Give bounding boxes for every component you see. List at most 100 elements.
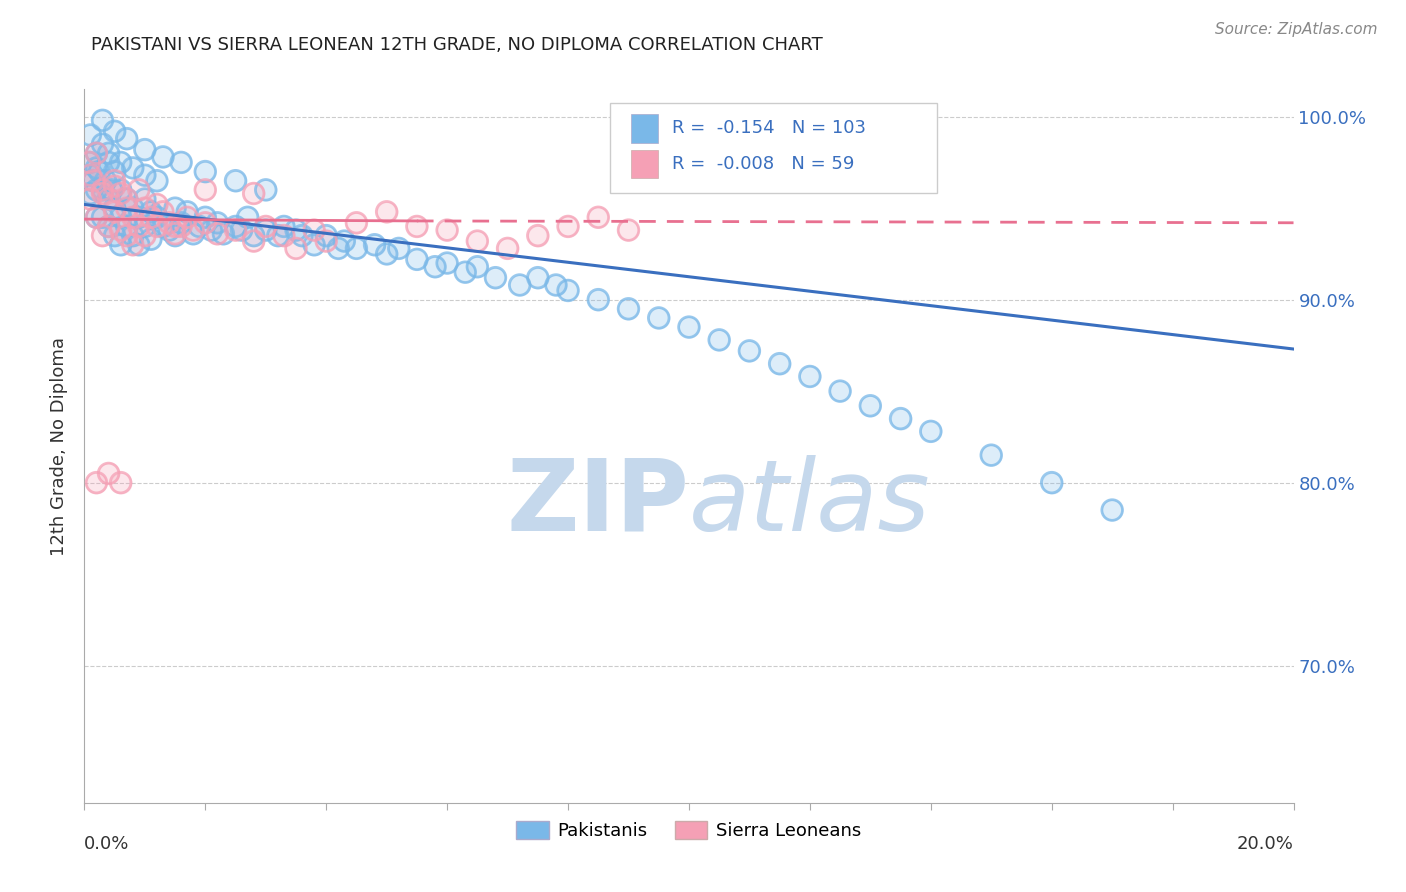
Point: [544, 277, 567, 292]
Point: [77, 155, 100, 169]
Point: [225, 223, 247, 237]
Point: [104, 164, 127, 178]
Point: [509, 277, 531, 292]
Point: [291, 228, 314, 243]
Point: [128, 211, 150, 225]
Text: Source: ZipAtlas.com: Source: ZipAtlas.com: [1215, 22, 1378, 37]
Point: [588, 211, 610, 225]
Point: [423, 260, 446, 274]
Point: [97, 467, 120, 481]
Point: [231, 223, 253, 237]
Point: [315, 234, 337, 248]
Point: [91, 113, 114, 128]
Point: [152, 204, 174, 219]
Point: [254, 223, 277, 237]
Point: [181, 227, 204, 241]
Point: [128, 211, 150, 225]
Point: [859, 399, 882, 413]
Point: [79, 128, 101, 142]
Point: [176, 211, 198, 225]
Point: [86, 161, 108, 175]
Point: [200, 223, 222, 237]
Point: [121, 201, 143, 215]
Point: [165, 201, 187, 215]
Point: [346, 241, 368, 255]
Point: [139, 232, 162, 246]
Text: 20.0%: 20.0%: [1237, 835, 1294, 853]
Point: [194, 211, 217, 225]
Point: [139, 211, 162, 225]
Point: [242, 228, 264, 243]
Point: [139, 204, 162, 219]
Point: [104, 201, 127, 215]
Point: [194, 164, 217, 178]
Point: [110, 211, 132, 225]
Point: [254, 219, 277, 234]
Point: [328, 241, 350, 255]
Point: [128, 183, 150, 197]
Point: [176, 211, 198, 225]
Point: [110, 183, 132, 197]
Point: [557, 219, 579, 234]
Point: [588, 293, 610, 307]
Point: [77, 155, 100, 169]
Point: [830, 384, 852, 398]
Point: [152, 150, 174, 164]
Point: [115, 201, 138, 215]
Point: [170, 219, 193, 234]
Point: [77, 155, 100, 169]
FancyBboxPatch shape: [610, 103, 936, 193]
Point: [165, 219, 187, 234]
Point: [527, 270, 550, 285]
Point: [86, 183, 108, 197]
Point: [302, 237, 325, 252]
Point: [980, 448, 1002, 462]
Point: [436, 223, 458, 237]
Point: [115, 192, 138, 206]
Point: [273, 228, 295, 243]
Point: [225, 219, 247, 234]
Point: [128, 183, 150, 197]
Point: [617, 223, 640, 237]
Point: [242, 234, 264, 248]
Point: [134, 219, 156, 234]
Point: [104, 204, 127, 219]
Point: [170, 216, 193, 230]
Point: [134, 192, 156, 206]
Point: [165, 227, 187, 241]
Point: [176, 204, 198, 219]
Point: [79, 168, 101, 182]
Point: [110, 475, 132, 490]
Point: [94, 174, 117, 188]
Point: [454, 265, 477, 279]
Point: [236, 211, 259, 225]
Bar: [631, 150, 658, 178]
Point: [121, 237, 143, 252]
Point: [110, 237, 132, 252]
Point: [121, 228, 143, 243]
Point: [97, 219, 120, 234]
Point: [617, 301, 640, 316]
Point: [157, 216, 180, 230]
Point: [200, 223, 222, 237]
Point: [128, 219, 150, 234]
Point: [181, 223, 204, 237]
Point: [291, 228, 314, 243]
Point: [557, 219, 579, 234]
Point: [406, 219, 429, 234]
Point: [97, 219, 120, 234]
Point: [121, 237, 143, 252]
Point: [104, 174, 127, 188]
Text: PAKISTANI VS SIERRA LEONEAN 12TH GRADE, NO DIPLOMA CORRELATION CHART: PAKISTANI VS SIERRA LEONEAN 12TH GRADE, …: [91, 36, 823, 54]
Point: [467, 234, 489, 248]
Point: [738, 343, 761, 358]
Point: [194, 164, 217, 178]
Point: [79, 192, 101, 206]
Point: [242, 186, 264, 201]
Point: [176, 204, 198, 219]
Point: [527, 228, 550, 243]
Point: [212, 227, 235, 241]
Point: [97, 192, 120, 206]
Point: [97, 192, 120, 206]
Point: [115, 228, 138, 243]
